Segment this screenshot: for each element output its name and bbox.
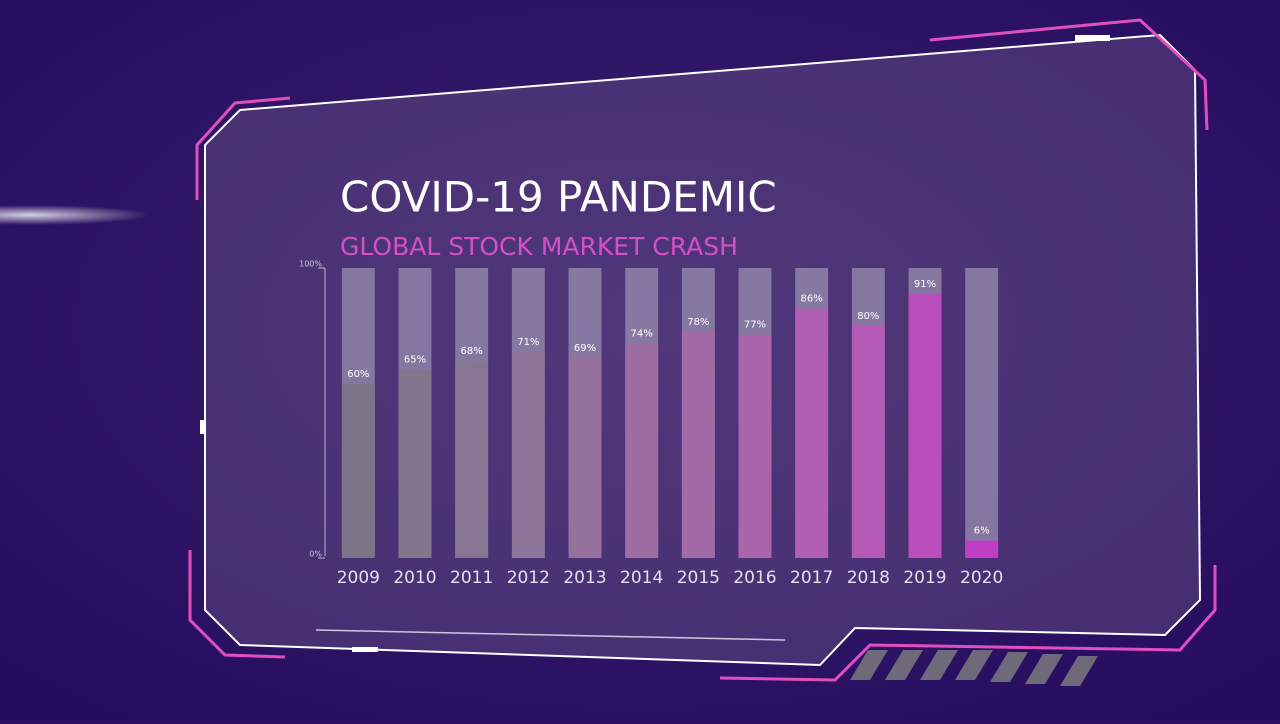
value-label: 74% xyxy=(631,328,653,339)
bar xyxy=(341,384,375,558)
ruler xyxy=(315,629,786,641)
x-tick-label: 2018 xyxy=(847,568,890,588)
x-tick-label: 2014 xyxy=(620,568,663,588)
value-label: 60% xyxy=(347,369,369,380)
bar xyxy=(568,357,602,558)
hazard-stripes xyxy=(850,650,1098,686)
value-label: 71% xyxy=(517,337,539,348)
frame-corner xyxy=(188,550,286,659)
frame-corner xyxy=(929,18,1209,131)
value-label: 77% xyxy=(744,320,766,331)
chart-subtitle: GLOBAL STOCK MARKET CRASH xyxy=(340,232,738,261)
frame-corner xyxy=(195,96,291,200)
frame-tab xyxy=(352,647,378,652)
bar xyxy=(738,334,772,558)
value-label: 86% xyxy=(801,294,823,305)
chart-title: COVID-19 PANDEMIC xyxy=(340,173,777,222)
x-tick-label: 2011 xyxy=(450,568,493,588)
bar xyxy=(511,352,545,558)
x-tick-label: 2013 xyxy=(563,568,606,588)
bar xyxy=(681,331,715,558)
bar-track xyxy=(965,268,999,558)
frame-corner xyxy=(719,565,1217,682)
x-tick-label: 2016 xyxy=(733,568,776,588)
x-tick-label: 2017 xyxy=(790,568,833,588)
value-label: 68% xyxy=(461,346,483,357)
bar xyxy=(965,540,999,558)
frame-tab xyxy=(200,420,205,434)
bar xyxy=(851,326,885,558)
bar xyxy=(455,360,489,558)
x-tick-label: 2020 xyxy=(960,568,1003,588)
value-label: 91% xyxy=(914,279,936,290)
x-tick-label: 2015 xyxy=(677,568,720,588)
x-tick-label: 2012 xyxy=(507,568,550,588)
value-label: 6% xyxy=(974,526,990,537)
value-label: 69% xyxy=(574,343,596,354)
frame-tab xyxy=(1075,35,1110,41)
bar xyxy=(398,369,432,558)
y-tick-label: 0% xyxy=(309,550,322,559)
bar xyxy=(625,343,659,558)
x-tick-label: 2019 xyxy=(903,568,946,588)
bar xyxy=(795,308,829,558)
y-tick-label: 100% xyxy=(299,260,322,269)
value-label: 65% xyxy=(404,355,426,366)
value-label: 80% xyxy=(857,311,879,322)
value-label: 78% xyxy=(687,317,709,328)
light-flare xyxy=(0,205,150,225)
bar xyxy=(908,294,942,558)
x-tick-label: 2009 xyxy=(337,568,380,588)
x-tick-label: 2010 xyxy=(393,568,436,588)
